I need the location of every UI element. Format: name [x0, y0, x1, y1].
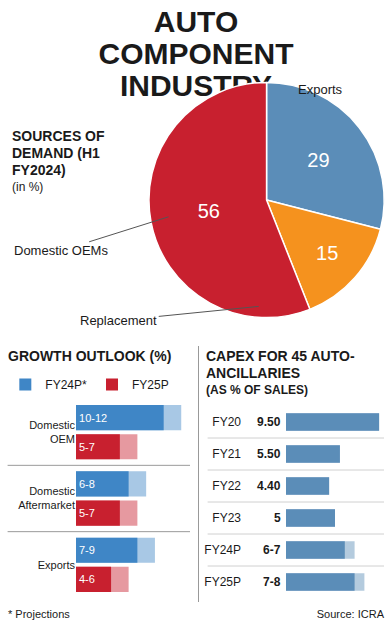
svg-text:15: 15	[316, 242, 338, 264]
svg-text:5: 5	[274, 511, 281, 525]
html-text:* Projections: * Projections	[8, 608, 70, 620]
svg-text:7-8: 7-8	[263, 575, 281, 589]
svg-text:10-12: 10-12	[79, 412, 107, 424]
svg-text:FY24P: FY24P	[204, 543, 241, 557]
svg-text:Replacement: Replacement	[80, 313, 157, 328]
svg-text:29: 29	[307, 149, 329, 171]
svg-text:DomesticOEM: DomesticOEM	[29, 419, 75, 445]
svg-text:Domestic OEMs: Domestic OEMs	[14, 243, 108, 258]
svg-text:FY24P*: FY24P*	[45, 378, 87, 392]
svg-text:6-8: 6-8	[79, 478, 95, 490]
svg-text:4.40: 4.40	[257, 479, 281, 493]
svg-text:FY23: FY23	[212, 511, 241, 525]
svg-text:7-9: 7-9	[79, 544, 95, 556]
svg-text:4-6: 4-6	[79, 573, 95, 585]
svg-text:FY20: FY20	[212, 415, 241, 429]
html-text:AUTO COMPONENT INDUSTRY: AUTO COMPONENT INDUSTRY	[98, 5, 294, 102]
svg-text:FY25P: FY25P	[132, 378, 169, 392]
html-text:SOURCES OF DEMAND (H1 FY2024): SOURCES OF DEMAND (H1 FY2024)	[12, 128, 105, 178]
svg-text:9.50: 9.50	[257, 415, 281, 429]
svg-text:FY21: FY21	[212, 447, 241, 461]
html-text:(in %): (in %)	[12, 180, 44, 194]
svg-text:6-7: 6-7	[263, 543, 281, 557]
svg-text:Exports: Exports	[298, 82, 343, 97]
svg-text:FY22: FY22	[212, 479, 241, 493]
svg-text:56: 56	[198, 200, 220, 222]
svg-text:FY25P: FY25P	[204, 575, 241, 589]
html-text:GROWTH OUTLOOK (%): GROWTH OUTLOOK (%)	[8, 348, 172, 364]
svg-text:Exports: Exports	[38, 559, 76, 571]
svg-text:5-7: 5-7	[79, 441, 95, 453]
svg-text:5.50: 5.50	[257, 447, 281, 461]
html-text:(AS % OF SALES): (AS % OF SALES)	[206, 383, 308, 397]
html-text:CAPEX FOR 45 AUTO-ANCILLARIES: CAPEX FOR 45 AUTO-ANCILLARIES	[206, 348, 355, 381]
html-text:Source: ICRA: Source: ICRA	[316, 608, 384, 620]
svg-text:5-7: 5-7	[79, 507, 95, 519]
svg-text:DomesticAftermarket: DomesticAftermarket	[18, 485, 75, 511]
